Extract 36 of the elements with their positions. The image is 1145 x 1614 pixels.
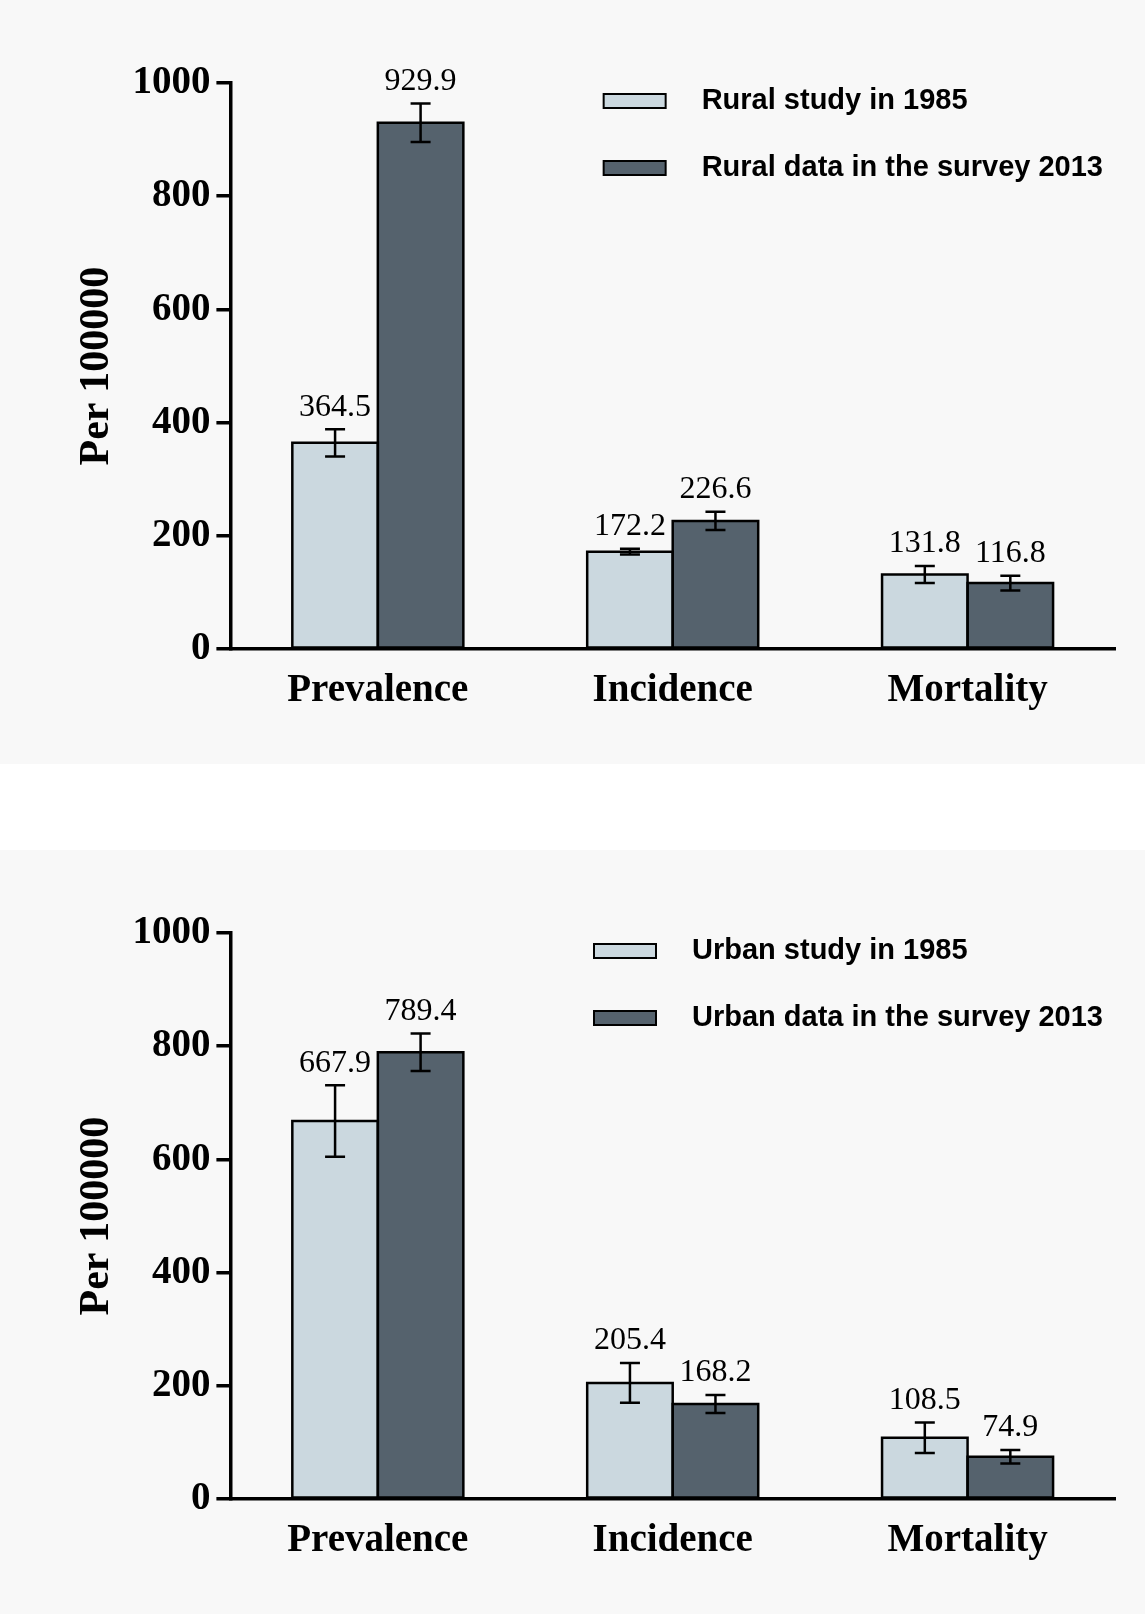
data-label: 116.8 bbox=[974, 533, 1046, 570]
data-label: 789.4 bbox=[384, 990, 457, 1027]
data-label: 929.9 bbox=[384, 60, 457, 97]
y-axis-title: Per 100000 bbox=[71, 266, 118, 466]
legend-label: Rural study in 1985 bbox=[701, 83, 968, 115]
y-tick-label: 0 bbox=[190, 624, 211, 668]
data-label: 205.4 bbox=[593, 1320, 666, 1357]
y-tick-label: 200 bbox=[151, 1361, 211, 1405]
data-label: 168.2 bbox=[679, 1352, 752, 1389]
y-tick-label: 800 bbox=[151, 1021, 211, 1065]
y-tick-label: 600 bbox=[151, 284, 211, 328]
data-label: 108.5 bbox=[888, 1379, 961, 1416]
y-tick-label: 1000 bbox=[132, 908, 211, 952]
data-label: 667.9 bbox=[299, 1042, 372, 1079]
legend-label: Urban data in the survey 2013 bbox=[692, 1000, 1103, 1032]
legend-label: Urban study in 1985 bbox=[692, 933, 968, 965]
data-label: 364.5 bbox=[299, 386, 372, 423]
y-tick-label: 600 bbox=[151, 1134, 211, 1178]
data-label: 226.6 bbox=[679, 469, 752, 506]
data-label: 172.2 bbox=[593, 506, 666, 543]
y-tick-label: 400 bbox=[151, 397, 211, 441]
y-tick-label: 200 bbox=[151, 511, 211, 555]
x-tick-label: Mortality bbox=[887, 1515, 1049, 1560]
x-tick-label: Prevalence bbox=[287, 665, 469, 709]
y-tick-label: 1000 bbox=[132, 58, 211, 102]
data-label: 74.9 bbox=[982, 1407, 1039, 1444]
data-label: 131.8 bbox=[888, 523, 961, 560]
x-tick-label: Mortality bbox=[887, 665, 1049, 710]
x-tick-label: Prevalence bbox=[287, 1515, 469, 1559]
legend-label: Rural data in the survey 2013 bbox=[701, 150, 1103, 182]
x-tick-label: Incidence bbox=[592, 665, 753, 709]
y-axis-title: Per 100000 bbox=[71, 1116, 118, 1316]
x-tick-label: Incidence bbox=[592, 1515, 753, 1559]
y-tick-label: 400 bbox=[151, 1247, 211, 1291]
y-tick-label: 0 bbox=[190, 1474, 211, 1518]
y-tick-label: 800 bbox=[151, 171, 211, 215]
